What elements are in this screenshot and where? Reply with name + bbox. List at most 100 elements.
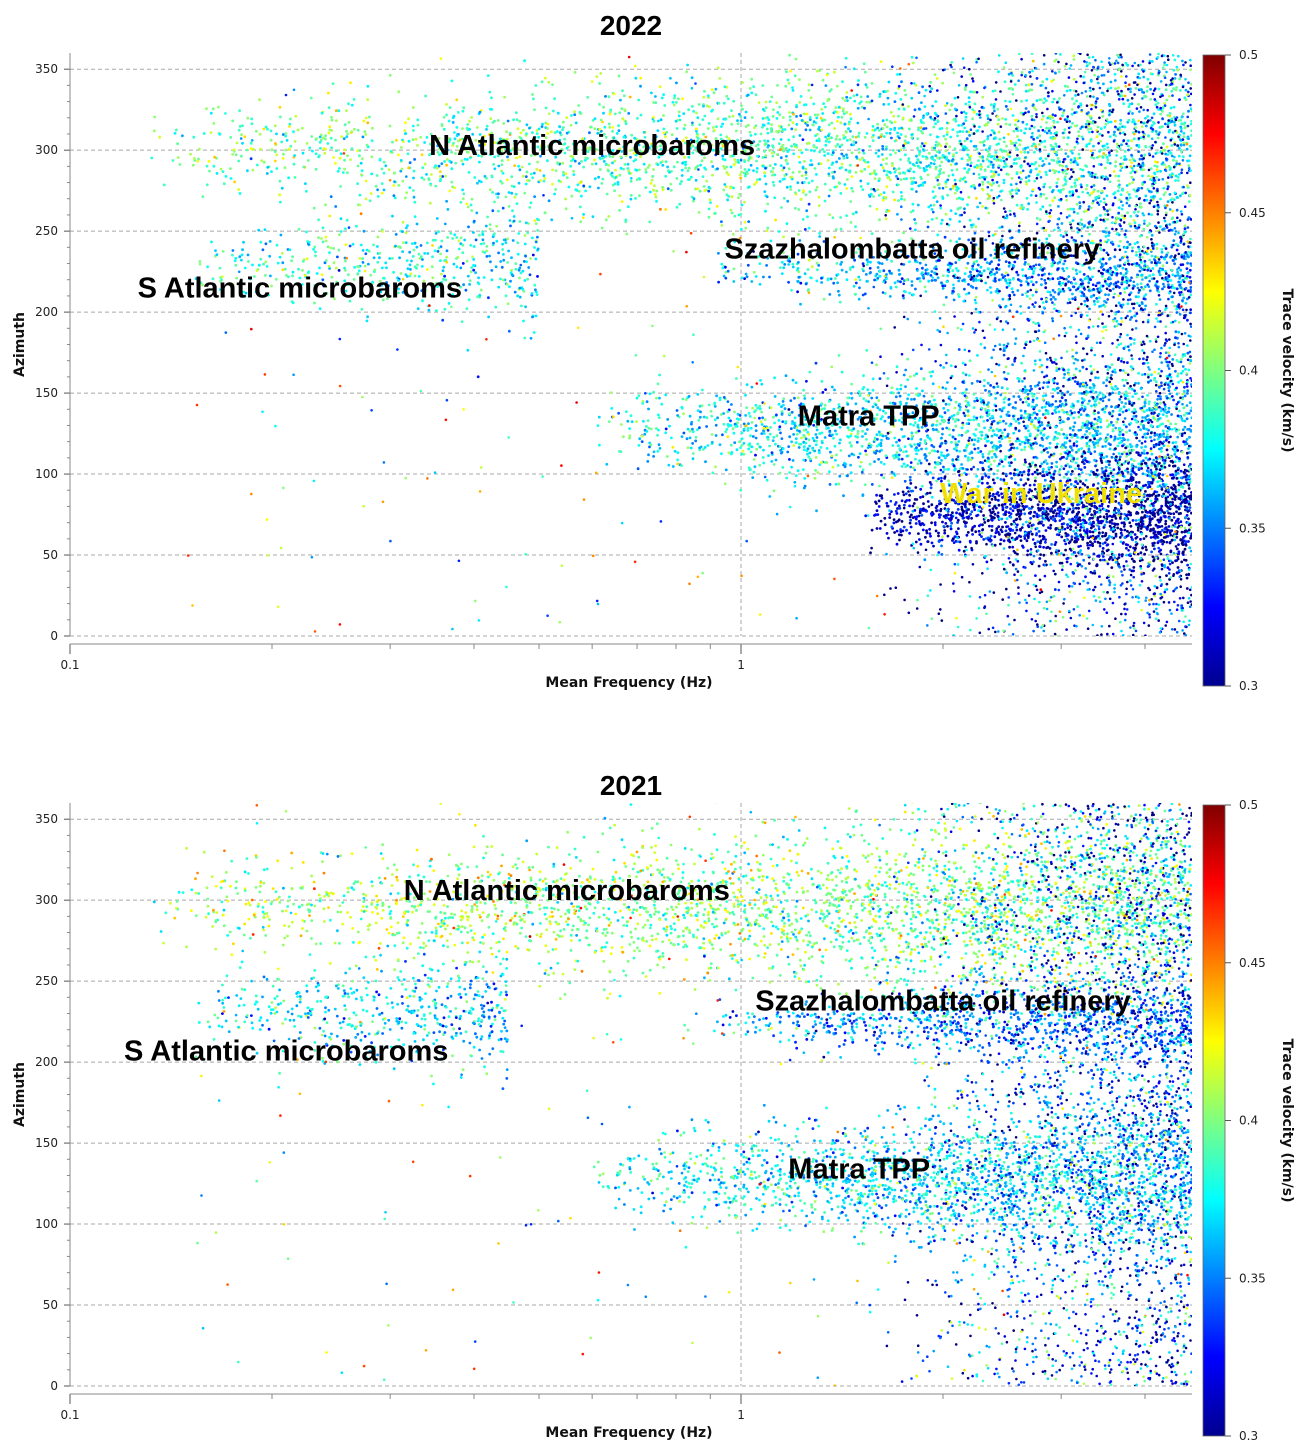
data-point: [394, 244, 397, 248]
data-point: [1117, 174, 1121, 178]
data-point: [849, 117, 853, 121]
data-point: [653, 193, 657, 196]
data-point: [833, 185, 837, 189]
data-point: [744, 174, 747, 178]
data-point: [708, 105, 711, 109]
data-point: [771, 154, 775, 158]
data-point: [986, 117, 990, 121]
data-point: [747, 159, 750, 162]
data-point: [1108, 153, 1111, 157]
data-point: [696, 187, 700, 191]
data-point: [913, 108, 917, 112]
data-point: [816, 471, 820, 474]
data-point: [574, 121, 578, 125]
data-point: [879, 193, 883, 196]
data-point: [1077, 130, 1080, 134]
data-point: [843, 122, 847, 126]
data-point: [656, 433, 659, 437]
data-point: [849, 129, 852, 133]
data-point: [1104, 122, 1108, 126]
data-point: [1039, 192, 1043, 196]
data-point: [1105, 156, 1109, 159]
data-point: [618, 173, 622, 177]
data-point: [343, 158, 346, 162]
data-point: [281, 268, 285, 272]
data-point: [512, 142, 516, 146]
data-point: [878, 95, 882, 98]
data-point: [315, 137, 318, 141]
data-point: [623, 163, 627, 166]
data-point: [494, 265, 498, 269]
data-point: [727, 195, 730, 198]
data-point: [496, 119, 500, 122]
data-point: [909, 176, 913, 180]
data-point: [1015, 172, 1019, 176]
data-point: [941, 81, 945, 85]
data-point: [992, 181, 995, 185]
data-point: [834, 277, 837, 280]
data-point: [803, 159, 806, 163]
data-point: [1073, 181, 1077, 185]
data-point: [411, 242, 414, 246]
data-point: [690, 76, 694, 80]
data-point: [1173, 262, 1176, 266]
data-point: [956, 269, 959, 273]
data-point: [795, 103, 798, 107]
data-point: [831, 175, 835, 179]
data-point: [301, 151, 305, 155]
data-point: [857, 131, 861, 135]
y-tick-label: 350: [35, 62, 58, 76]
data-point: [1123, 125, 1127, 129]
data-point: [461, 188, 464, 192]
data-point: [833, 127, 836, 130]
data-point: [963, 287, 966, 291]
data-point: [934, 278, 938, 282]
data-point: [805, 120, 809, 124]
data-point: [1113, 119, 1117, 123]
data-point: [189, 152, 192, 156]
data-point: [838, 138, 842, 141]
data-point: [821, 78, 825, 82]
data-point: [1150, 233, 1154, 237]
data-point: [778, 113, 782, 117]
data-point: [765, 229, 769, 233]
data-point: [967, 96, 971, 100]
data-point: [681, 161, 684, 165]
data-point: [801, 218, 805, 221]
data-point: [696, 116, 700, 120]
data-point: [774, 163, 777, 166]
data-point: [1178, 432, 1182, 436]
data-point: [957, 124, 961, 127]
data-point: [749, 163, 753, 167]
data-point: [591, 215, 595, 219]
data-point: [752, 169, 755, 173]
data-point: [840, 152, 844, 156]
data-point: [732, 186, 735, 190]
data-point: [561, 161, 565, 165]
data-point: [496, 196, 500, 199]
data-point: [421, 258, 424, 261]
data-point: [897, 199, 900, 203]
data-point: [1155, 165, 1159, 168]
data-point: [512, 215, 516, 218]
data-point: [275, 153, 279, 157]
data-point: [1071, 121, 1074, 125]
data-point: [639, 113, 643, 117]
data-point: [531, 93, 534, 96]
data-point: [431, 238, 435, 242]
data-point: [850, 151, 854, 155]
data-point: [240, 133, 243, 137]
data-point: [723, 183, 727, 186]
data-point: [1144, 276, 1148, 280]
data-point: [1128, 182, 1131, 186]
data-point: [1043, 139, 1047, 143]
data-point: [909, 465, 913, 469]
data-point: [281, 251, 284, 255]
data-point: [1049, 298, 1053, 301]
data-point: [1074, 268, 1078, 272]
data-point: [621, 89, 624, 93]
data-point: [859, 179, 863, 183]
data-point: [326, 245, 330, 249]
data-point: [742, 441, 746, 445]
data-point: [1182, 123, 1186, 126]
